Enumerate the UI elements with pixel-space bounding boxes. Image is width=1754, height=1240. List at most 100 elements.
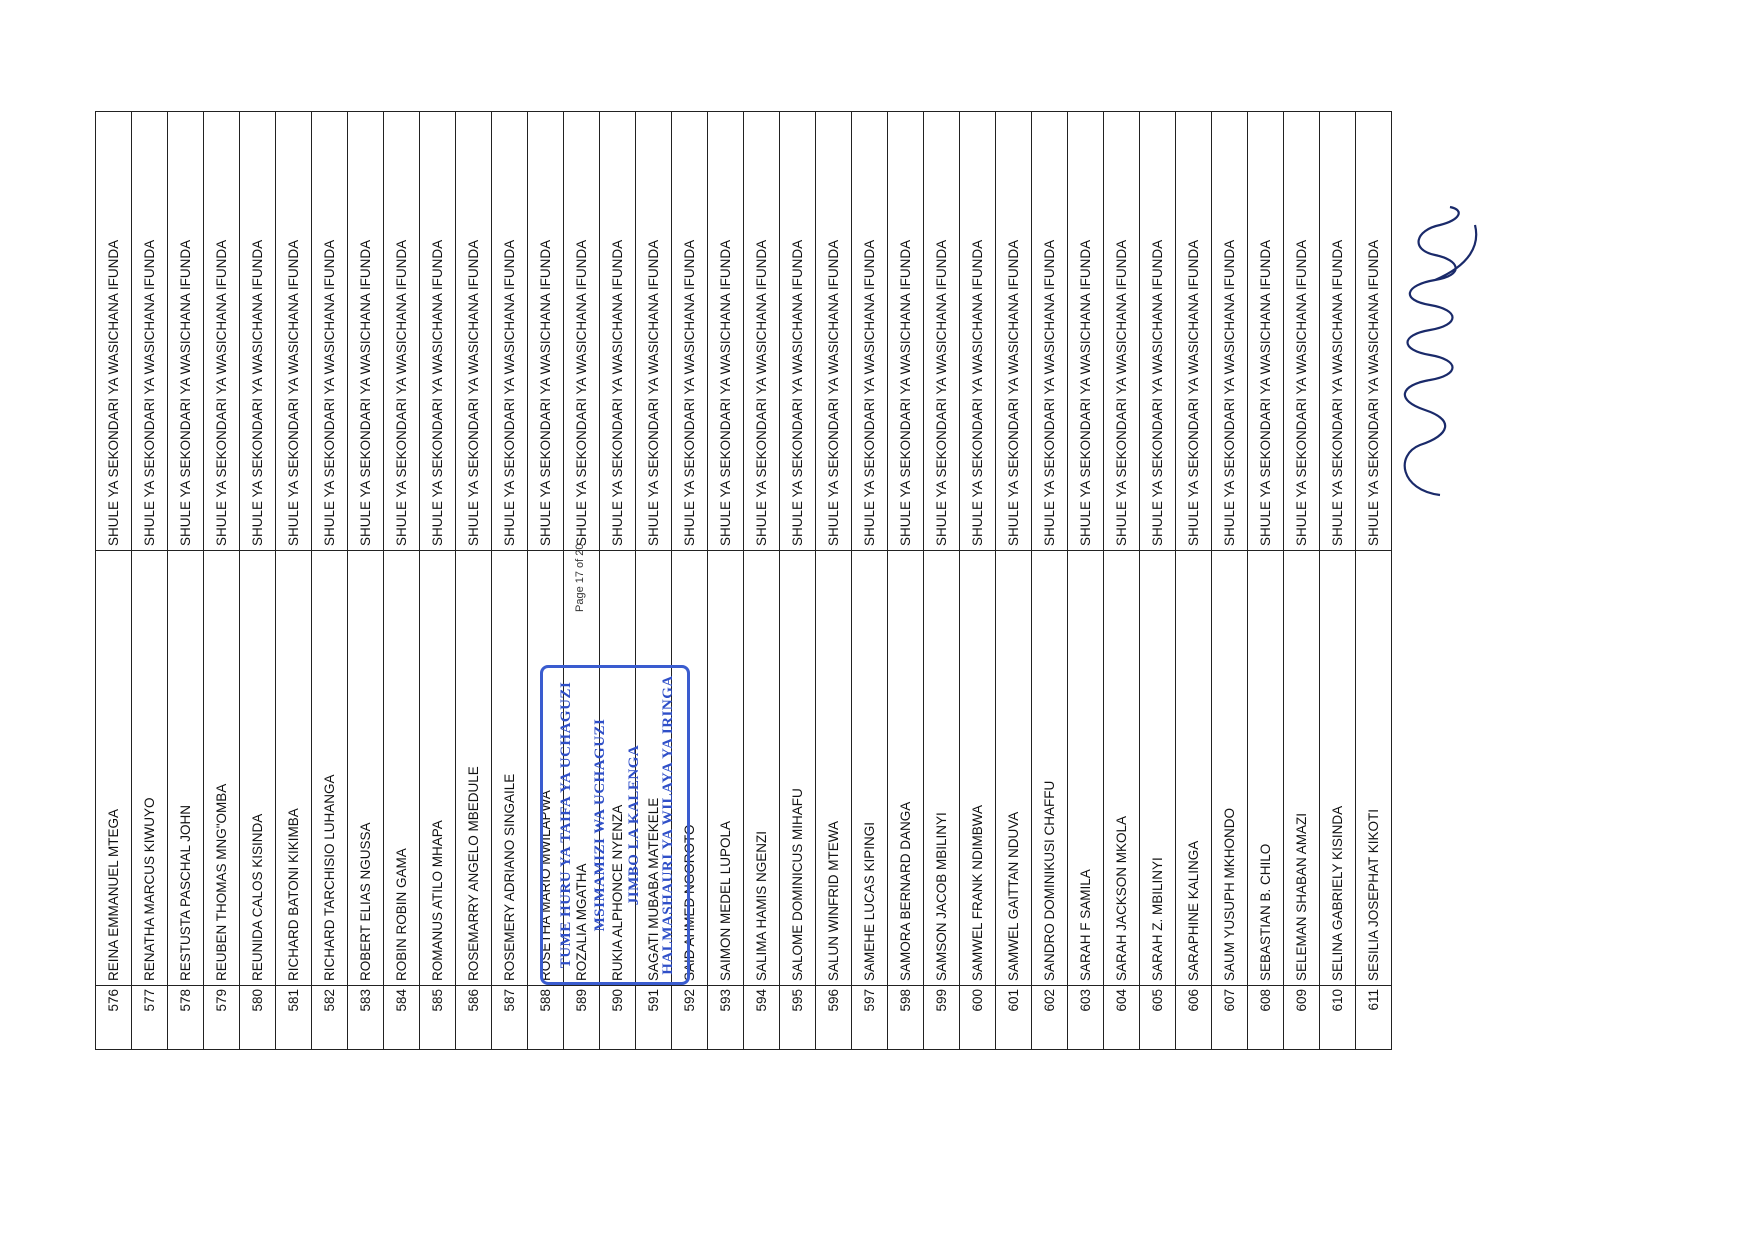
polling-station: SHULE YA SEKONDARI YA WASICHANA IFUNDA xyxy=(383,111,420,551)
polling-station: SHULE YA SEKONDARI YA WASICHANA IFUNDA xyxy=(1319,111,1356,551)
table-row: 580 REUNIDA CALOS KISINDA SHULE YA SEKONDA… xyxy=(239,111,276,1050)
polling-station: SHULE YA SEKONDARI YA WASICHANA IFUNDA xyxy=(131,111,168,551)
voter-name: SAMWEL FRANK NDIMBWA xyxy=(959,550,996,986)
table-row: 576 REINA EMMANUEL MTEGA SHULE YA SEKONDAR… xyxy=(95,111,132,1050)
table-row: 598 SAMORA BERNARD DANGA SHULE YA SEKONDAR… xyxy=(887,111,924,1050)
table-row: 587 ROSEMERY ADRIANO SINGAILE SHULE YA SEK… xyxy=(491,111,528,1050)
table-row: 608 SEBASTIAN B. CHILO SHULE YA SEKONDARI … xyxy=(1247,111,1284,1050)
polling-station: SHULE YA SEKONDARI YA WASICHANA IFUNDA xyxy=(1283,111,1320,551)
polling-station: SHULE YA SEKONDARI YA WASICHANA IFUNDA xyxy=(851,111,888,551)
voter-name: SARAH F SAMILA xyxy=(1067,550,1104,986)
table-row: 602 SANDRO DOMINIKUSI CHAFFU SHULE YA SEKO… xyxy=(1031,111,1068,1050)
polling-station: SHULE YA SEKONDARI YA WASICHANA IFUNDA xyxy=(815,111,852,551)
polling-station: SHULE YA SEKONDARI YA WASICHANA IFUNDA xyxy=(1067,111,1104,551)
table-row: 606 SARAPHINE KALINGA SHULE YA SEKONDARI Y… xyxy=(1175,111,1212,1050)
polling-station: SHULE YA SEKONDARI YA WASICHANA IFUNDA xyxy=(779,111,816,551)
voter-name: REINA EMMANUEL MTEGA xyxy=(95,550,132,986)
polling-station: SHULE YA SEKONDARI YA WASICHANA IFUNDA xyxy=(347,111,384,551)
table-row: 594 SALIMA HAMIS NGENZI SHULE YA SEKONDARI… xyxy=(743,111,780,1050)
row-number: 606 xyxy=(1175,985,1212,1050)
polling-station: SHULE YA SEKONDARI YA WASICHANA IFUNDA xyxy=(887,111,924,551)
signature xyxy=(1403,205,1478,497)
voter-name: ROSEMARRY ANGELO MBEDULE xyxy=(455,550,492,986)
voter-name: SAIMON MEDEL LUPOLA xyxy=(707,550,744,986)
row-number: 599 xyxy=(923,985,960,1050)
row-number: 609 xyxy=(1283,985,1320,1050)
row-number: 576 xyxy=(95,985,132,1050)
row-number: 603 xyxy=(1067,985,1104,1050)
voter-name: SANDRO DOMINIKUSI CHAFFU xyxy=(1031,550,1068,986)
voter-name: SESILIA JOSEPHAT KIKOTI xyxy=(1355,550,1392,986)
row-number: 578 xyxy=(167,985,204,1050)
voter-name: SALIMA HAMIS NGENZI xyxy=(743,550,780,986)
row-number: 592 xyxy=(671,985,708,1050)
polling-station: SHULE YA SEKONDARI YA WASICHANA IFUNDA xyxy=(491,111,528,551)
table-row: 600 SAMWEL FRANK NDIMBWA SHULE YA SEKONDAR… xyxy=(959,111,996,1050)
table-row: 597 SAMEHE LUCAS KIPINGI SHULE YA SEKONDAR… xyxy=(851,111,888,1050)
row-number: 593 xyxy=(707,985,744,1050)
row-number: 587 xyxy=(491,985,528,1050)
row-number: 582 xyxy=(311,985,348,1050)
polling-station: SHULE YA SEKONDARI YA WASICHANA IFUNDA xyxy=(1211,111,1248,551)
voter-name: REUNIDA CALOS KISINDA xyxy=(239,550,276,986)
stamp-line-2: MSIMAMIZI WA UCHAGUZI xyxy=(592,718,608,932)
row-number: 591 xyxy=(635,985,672,1050)
row-number: 608 xyxy=(1247,985,1284,1050)
stamp-line-3: JIMBO LA KALENGA xyxy=(626,744,642,906)
row-number: 586 xyxy=(455,985,492,1050)
voter-name: SARAH Z. MBILINYI xyxy=(1139,550,1176,986)
voter-name: ROBERT ELIAS NGUSSA xyxy=(347,550,384,986)
row-number: 590 xyxy=(599,985,636,1050)
polling-station: SHULE YA SEKONDARI YA WASICHANA IFUNDA xyxy=(635,111,672,551)
row-number: 602 xyxy=(1031,985,1068,1050)
stamp-line-4: HALMASHAURI YA WILAYA YA IRINGA xyxy=(660,675,676,975)
polling-station: SHULE YA SEKONDARI YA WASICHANA IFUNDA xyxy=(707,111,744,551)
polling-station: SHULE YA SEKONDARI YA WASICHANA IFUNDA xyxy=(311,111,348,551)
row-number: 581 xyxy=(275,985,312,1050)
polling-station: SHULE YA SEKONDARI YA WASICHANA IFUNDA xyxy=(563,111,600,551)
voter-name: SAMEHE LUCAS KIPINGI xyxy=(851,550,888,986)
row-number: 584 xyxy=(383,985,420,1050)
table-row: 599 SAMSON JACOB MBILINYI SHULE YA SEKONDA… xyxy=(923,111,960,1050)
voter-name: SALUN WINFRID MTEWA xyxy=(815,550,852,986)
polling-station: SHULE YA SEKONDARI YA WASICHANA IFUNDA xyxy=(1031,111,1068,551)
voter-name: SAMSON JACOB MBILINYI xyxy=(923,550,960,986)
table-row: 593 SAIMON MEDEL LUPOLA SHULE YA SEKONDARI… xyxy=(707,111,744,1050)
polling-station: SHULE YA SEKONDARI YA WASICHANA IFUNDA xyxy=(275,111,312,551)
table-row: 577 RENATHA MARCUS KIWUYO SHULE YA SEKONDA… xyxy=(131,111,168,1050)
polling-station: SHULE YA SEKONDARI YA WASICHANA IFUNDA xyxy=(167,111,204,551)
voter-name: RICHARD TARCHISIO LUHANGA xyxy=(311,550,348,986)
row-number: 598 xyxy=(887,985,924,1050)
voter-name: SAMWEL GAITTAN NDUVA xyxy=(995,550,1032,986)
table-row: 607 SAUM YUSUPH MKHONDO SHULE YA SEKONDARI… xyxy=(1211,111,1248,1050)
voter-name: SALOME DOMINICUS MIHAFU xyxy=(779,550,816,986)
table-row: 581 RICHARD BATONI KIKIMBA SHULE YA SEKOND… xyxy=(275,111,312,1050)
table-row: 603 SARAH F SAMILA SHULE YA SEKONDARI YA W… xyxy=(1067,111,1104,1050)
voter-name: RENATHA MARCUS KIWUYO xyxy=(131,550,168,986)
table-row: 595 SALOME DOMINICUS MIHAFU SHULE YA SEKON… xyxy=(779,111,816,1050)
row-number: 611 xyxy=(1355,985,1392,1050)
polling-station: SHULE YA SEKONDARI YA WASICHANA IFUNDA xyxy=(959,111,996,551)
row-number: 577 xyxy=(131,985,168,1050)
row-number: 604 xyxy=(1103,985,1140,1050)
voter-name: SELEMAN SHABAN AMAZI xyxy=(1283,550,1320,986)
voter-name: REUBEN THOMAS MNG"OMBA xyxy=(203,550,240,986)
polling-station: SHULE YA SEKONDARI YA WASICHANA IFUNDA xyxy=(527,111,564,551)
table-row: 604 SARAH JACKSON MKOLA SHULE YA SEKONDARI… xyxy=(1103,111,1140,1050)
row-number: 597 xyxy=(851,985,888,1050)
polling-station: SHULE YA SEKONDARI YA WASICHANA IFUNDA xyxy=(995,111,1032,551)
table-row: 583 ROBERT ELIAS NGUSSA SHULE YA SEKONDARI… xyxy=(347,111,384,1050)
table-row: 601 SAMWEL GAITTAN NDUVA SHULE YA SEKONDAR… xyxy=(995,111,1032,1050)
stamp-line-1: TUME HURU YA TAIFA YA UCHAGUZI xyxy=(558,681,574,969)
table-row: 610 SELINA GABRIELY KISINDA SHULE YA SEKON… xyxy=(1319,111,1356,1050)
polling-station: SHULE YA SEKONDARI YA WASICHANA IFUNDA xyxy=(203,111,240,551)
voter-name: SELINA GABRIELY KISINDA xyxy=(1319,550,1356,986)
polling-station: SHULE YA SEKONDARI YA WASICHANA IFUNDA xyxy=(1247,111,1284,551)
table-row: 585 ROMANUS ATILO MHAPA SHULE YA SEKONDARI… xyxy=(419,111,456,1050)
voter-name: SEBASTIAN B. CHILO xyxy=(1247,550,1284,986)
row-number: 607 xyxy=(1211,985,1248,1050)
polling-station: SHULE YA SEKONDARI YA WASICHANA IFUNDA xyxy=(671,111,708,551)
table-row: 578 RESTUSTA PASCHAL JOHN SHULE YA SEKONDA… xyxy=(167,111,204,1050)
table-row: 605 SARAH Z. MBILINYI SHULE YA SEKONDARI Y… xyxy=(1139,111,1176,1050)
polling-station: SHULE YA SEKONDARI YA WASICHANA IFUNDA xyxy=(1175,111,1212,551)
